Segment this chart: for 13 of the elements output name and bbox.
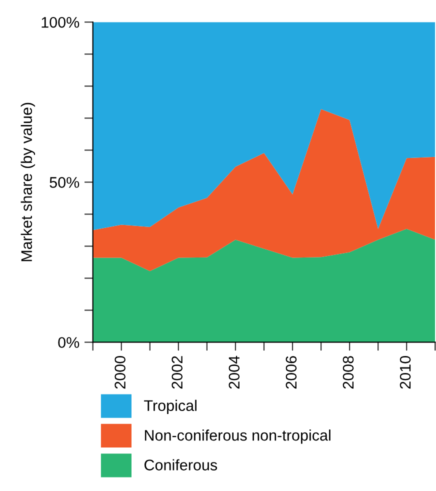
legend-label: Non-coniferous non-tropical — [144, 430, 330, 444]
x-tick-label: 2010 — [400, 356, 411, 389]
y-tick-label: 50% — [50, 177, 80, 188]
x-tick-label: 2008 — [342, 356, 354, 389]
legend-label: Tropical — [144, 400, 196, 414]
legend-label: Coniferous — [144, 459, 218, 470]
y-tick-label: 100% — [42, 16, 80, 28]
x-tick-label: 2006 — [286, 356, 297, 389]
x-tick-label: 2002 — [172, 356, 183, 389]
x-tick-label: 2004 — [228, 356, 240, 389]
x-tick-label: 2000 — [114, 356, 126, 389]
y-axis-title: Market share (by value) — [20, 102, 36, 262]
y-tick-label: 0% — [58, 337, 80, 348]
